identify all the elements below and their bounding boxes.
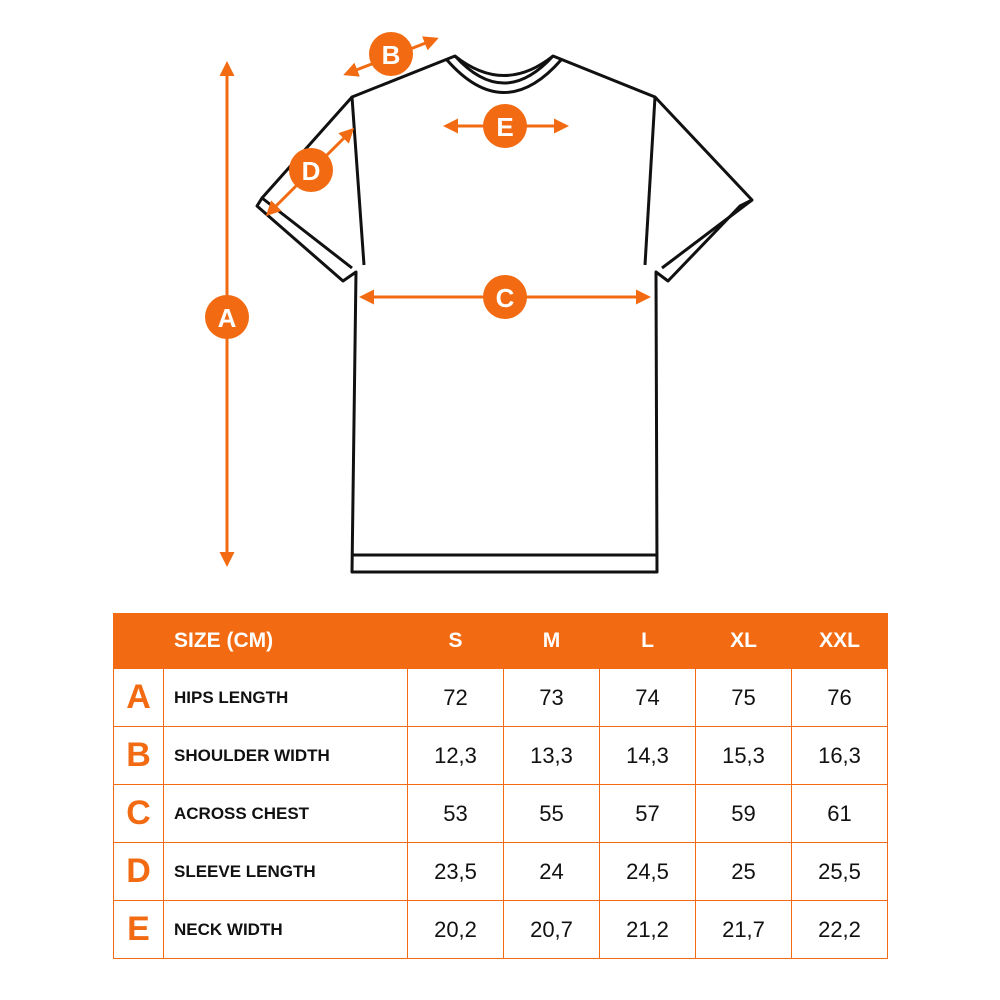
size-value: 21,7 — [695, 900, 792, 959]
size-value: 75 — [695, 668, 792, 727]
row-letter: D — [113, 842, 164, 901]
row-name: HIPS LENGTH — [163, 668, 408, 727]
row-letter: E — [113, 900, 164, 959]
size-value: 76 — [791, 668, 888, 727]
size-value: 23,5 — [407, 842, 504, 901]
size-value: 14,3 — [599, 726, 696, 785]
size-value: 73 — [503, 668, 600, 727]
size-table: SIZE (CM) S M L XL XXL A HIPS LENGTH 72 73 74 75 76… — [113, 613, 888, 959]
marker-label: D — [302, 156, 321, 186]
size-value: 74 — [599, 668, 696, 727]
marker-label: B — [382, 40, 401, 70]
header-cell: XXL — [791, 613, 888, 669]
header-cell: SIZE (CM) — [163, 613, 408, 669]
row-name: SLEEVE LENGTH — [163, 842, 408, 901]
header-cell: S — [407, 613, 504, 669]
table-row: D SLEEVE LENGTH 23,5 24 24,5 25 25,5 — [113, 842, 888, 901]
size-value: 12,3 — [407, 726, 504, 785]
size-value: 13,3 — [503, 726, 600, 785]
table-row: C ACROSS CHEST 53 55 57 59 61 — [113, 784, 888, 843]
header-cell: L — [599, 613, 696, 669]
size-value: 22,2 — [791, 900, 888, 959]
size-value: 16,3 — [791, 726, 888, 785]
table-row: A HIPS LENGTH 72 73 74 75 76 — [113, 668, 888, 727]
size-value: 25 — [695, 842, 792, 901]
size-value: 55 — [503, 784, 600, 843]
size-value: 25,5 — [791, 842, 888, 901]
marker-label: C — [496, 283, 515, 313]
size-value: 72 — [407, 668, 504, 727]
size-value: 15,3 — [695, 726, 792, 785]
marker-label: A — [218, 303, 237, 333]
header-row: SIZE (CM) S M L XL XXL — [113, 613, 888, 669]
row-letter: A — [113, 668, 164, 727]
shirt-diagram: A B C D E — [205, 32, 754, 574]
size-value: 21,2 — [599, 900, 696, 959]
size-value: 24,5 — [599, 842, 696, 901]
size-value: 20,7 — [503, 900, 600, 959]
size-value: 20,2 — [407, 900, 504, 959]
size-value: 24 — [503, 842, 600, 901]
row-name: ACROSS CHEST — [163, 784, 408, 843]
size-value: 59 — [695, 784, 792, 843]
header-cell: M — [503, 613, 600, 669]
row-name: NECK WIDTH — [163, 900, 408, 959]
size-value: 61 — [791, 784, 888, 843]
table-body: A HIPS LENGTH 72 73 74 75 76 B SHOULDER WIDTH 12,… — [113, 668, 888, 959]
row-name: SHOULDER WIDTH — [163, 726, 408, 785]
size-value: 57 — [599, 784, 696, 843]
table-row: E NECK WIDTH 20,2 20,7 21,2 21,7 22,2 — [113, 900, 888, 959]
header-cell: XL — [695, 613, 792, 669]
table-row: B SHOULDER WIDTH 12,3 13,3 14,3 15,3 16,3 — [113, 726, 888, 785]
header-cell — [113, 613, 164, 669]
row-letter: C — [113, 784, 164, 843]
marker-label: E — [496, 112, 513, 142]
size-value: 53 — [407, 784, 504, 843]
row-letter: B — [113, 726, 164, 785]
